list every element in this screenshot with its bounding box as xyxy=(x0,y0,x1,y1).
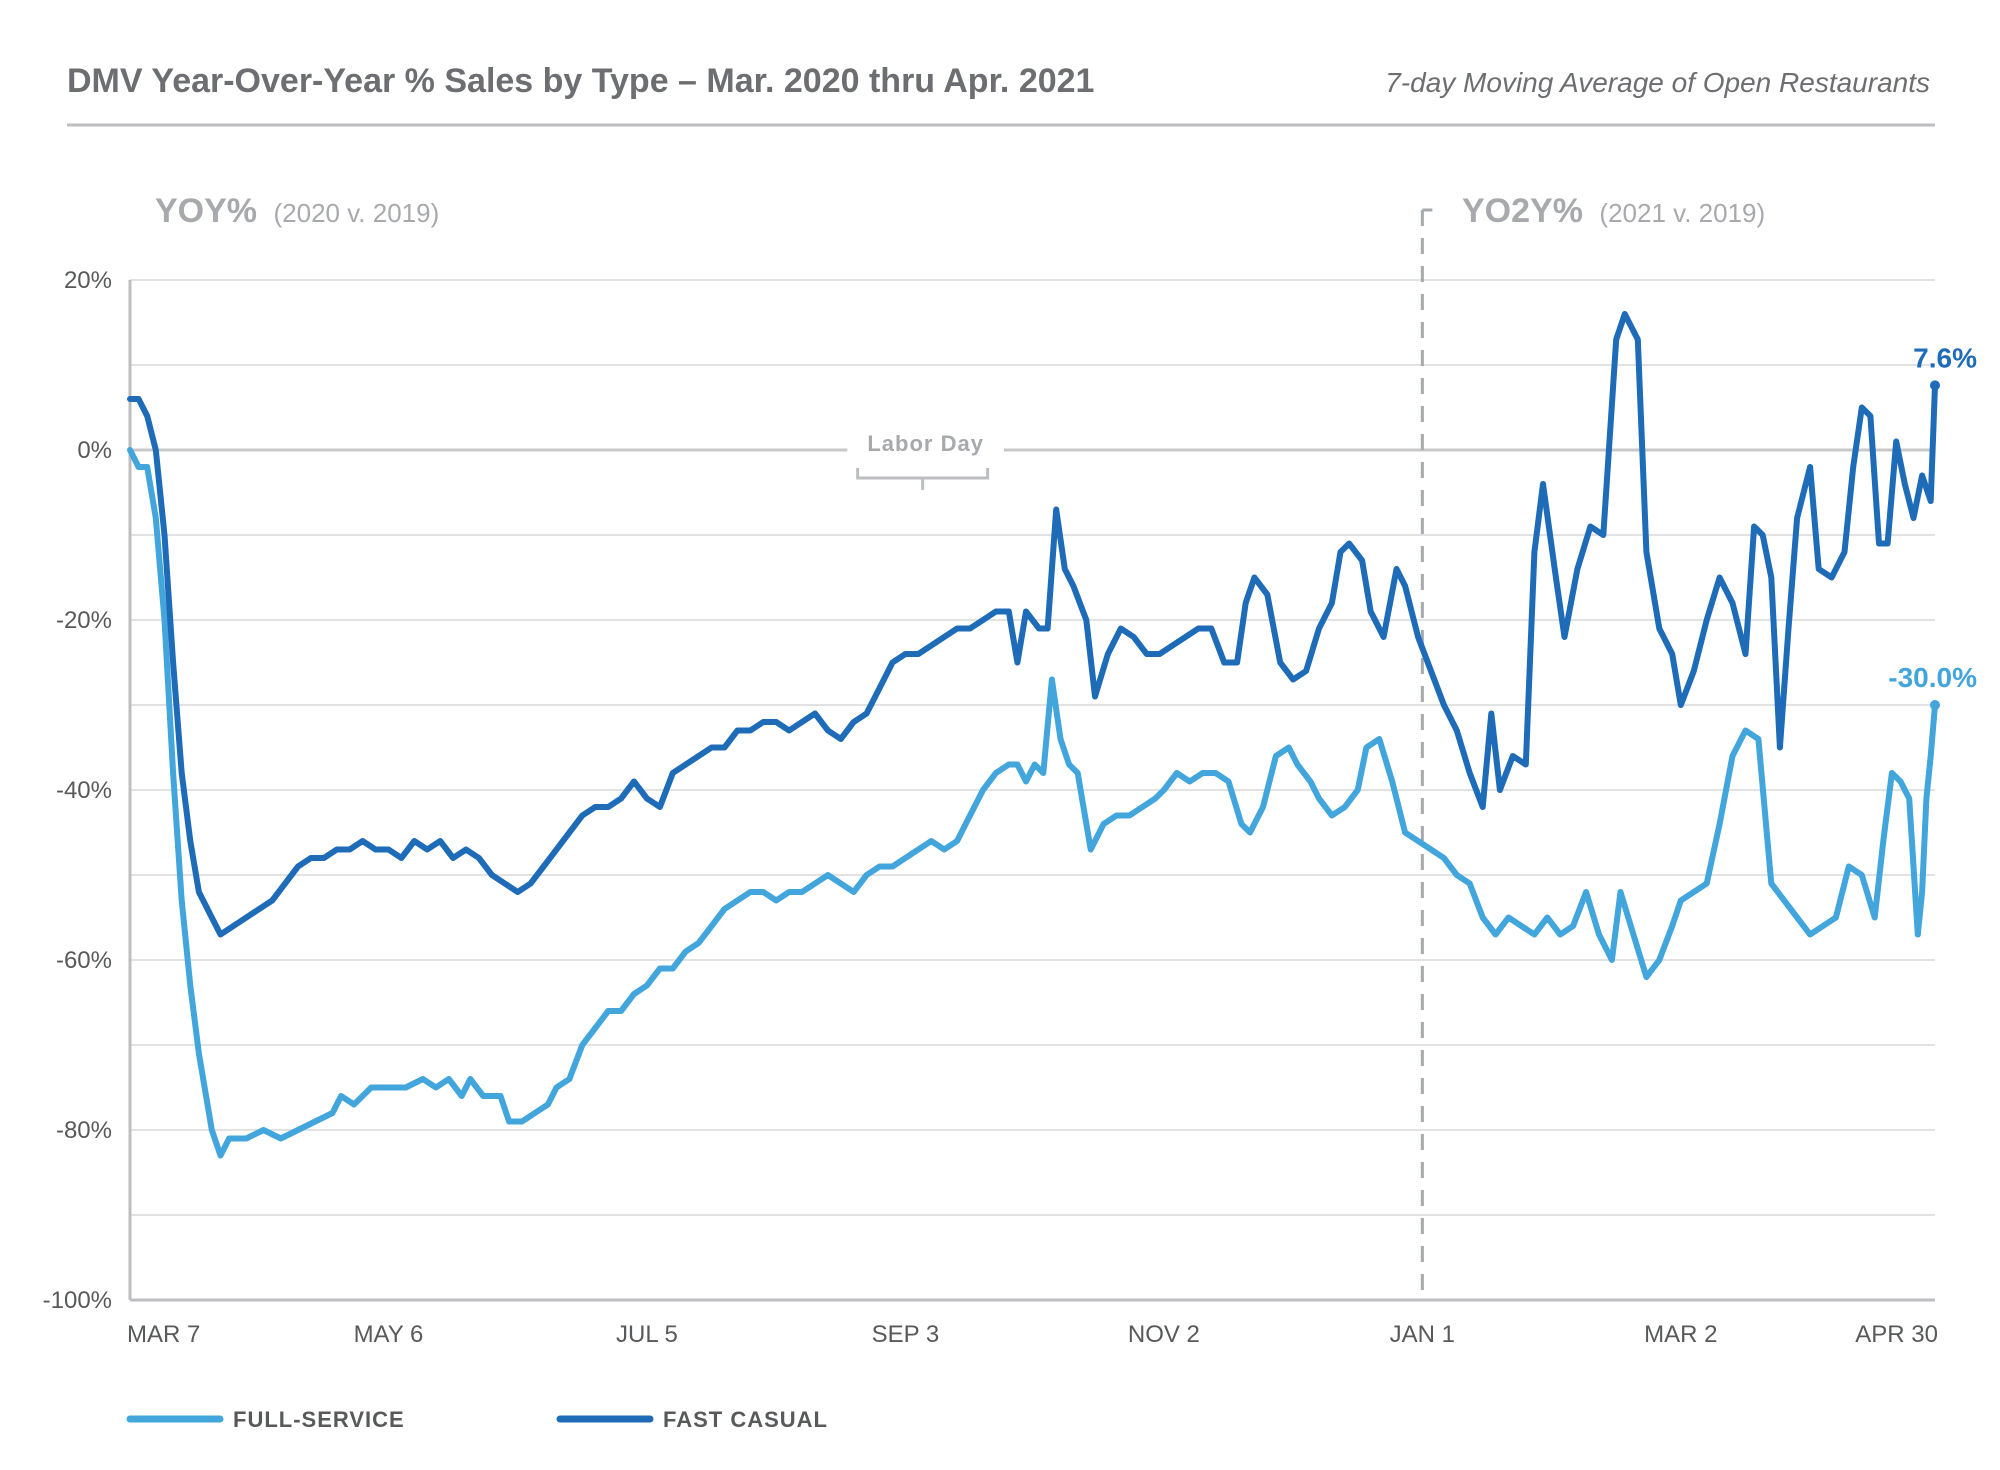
series-line-fast-casual xyxy=(127,311,1938,938)
x-tick-label: JAN 1 xyxy=(1390,1321,1455,1348)
period-main-2021: YO2Y% xyxy=(1462,192,1583,230)
end-labels: -30.0% 7.6% xyxy=(1888,342,1977,693)
y-tick-label: -60% xyxy=(56,947,112,974)
x-tick-label: JUL 5 xyxy=(616,1321,678,1348)
x-tick-label: MAR 2 xyxy=(1644,1321,1717,1348)
chart-title: DMV Year-Over-Year % Sales by Type – Mar… xyxy=(67,62,1094,100)
y-axis-ticks: 20% 0% -20% -40% -60% -80% -100% xyxy=(43,267,112,1314)
y-tick-label: -100% xyxy=(43,1287,112,1314)
y-tick-label: 0% xyxy=(77,437,112,464)
y-tick-label: -80% xyxy=(56,1117,112,1144)
labor-day-label-bg xyxy=(847,426,1004,460)
labor-day-bracket xyxy=(856,468,990,480)
period-main-2020: YOY% xyxy=(155,192,257,230)
series-end-point-fast-casual xyxy=(1930,380,1940,391)
end-label-full-service: -30.0% xyxy=(1888,662,1977,693)
series-line-full-service xyxy=(127,447,1938,1159)
chart-subtitle: 7-day Moving Average of Open Restaurants xyxy=(1385,67,1930,98)
series-end-point-full-service xyxy=(1930,700,1940,710)
legend-label-fast-casual: FAST CASUAL xyxy=(663,1407,828,1432)
axes xyxy=(128,208,1935,1302)
x-tick-label: MAR 7 xyxy=(127,1321,200,1348)
y-tick-label: 20% xyxy=(64,267,112,294)
y-tick-label: -20% xyxy=(56,607,112,634)
x-tick-label: APR 30 xyxy=(1855,1321,1938,1348)
end-label-fast-casual: 7.6% xyxy=(1913,342,1977,373)
period-sub-2020: (2020 v. 2019) xyxy=(274,198,440,228)
x-tick-label: NOV 2 xyxy=(1128,1321,1200,1348)
x-tick-label: SEP 3 xyxy=(872,1321,940,1348)
series-lines xyxy=(127,311,1940,1159)
period-sub-2021: (2021 v. 2019) xyxy=(1599,198,1765,228)
y-tick-label: -40% xyxy=(56,777,112,804)
legend-label-full-service: FULL-SERVICE xyxy=(233,1407,405,1432)
x-tick-label: MAY 6 xyxy=(354,1321,424,1348)
labor-day-label: Labor Day xyxy=(867,431,984,456)
labor-day-annotation: Labor Day xyxy=(847,426,1004,490)
period-label-2021: YO2Y% (2021 v. 2019) xyxy=(1462,192,1765,230)
legend: FULL-SERVICE FAST CASUAL xyxy=(126,1407,828,1432)
period-label-2020: YOY% (2020 v. 2019) xyxy=(155,192,439,230)
gridlines xyxy=(130,279,1935,1216)
x-axis-ticks: MAR 7 MAY 6 JUL 5 SEP 3 NOV 2 JAN 1 MAR 2 APR 3… xyxy=(127,1321,1938,1348)
